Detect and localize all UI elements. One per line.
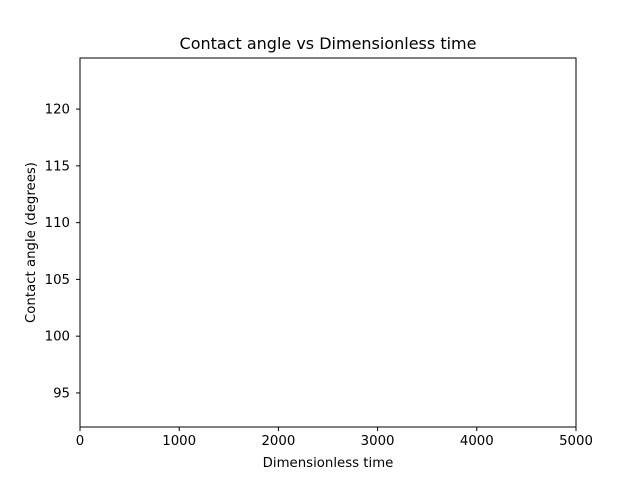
- x-axis: 0 1000 2000 3000 4000 5000: [76, 427, 593, 449]
- x-tick-label: 4000: [460, 434, 494, 449]
- plot-area: [79, 57, 577, 428]
- chart-title: Contact angle vs Dimensionless time: [180, 34, 477, 53]
- x-tick-label: 2000: [261, 434, 295, 449]
- axes-frame: [79, 57, 577, 428]
- y-tick-label: 115: [45, 159, 70, 174]
- y-tick-label: 100: [45, 330, 70, 345]
- y-tick-label: 110: [45, 216, 70, 231]
- y-tick-label: 105: [45, 273, 70, 288]
- y-axis-label: Contact angle (degrees): [24, 162, 39, 323]
- y-tick-label: 95: [53, 386, 70, 401]
- x-tick-label: 0: [76, 434, 84, 449]
- y-axis: 95 100 105 110 115 120: [45, 103, 80, 401]
- x-tick-label: 3000: [361, 434, 395, 449]
- y-tick-label: 120: [45, 103, 70, 118]
- x-axis-label: Dimensionless time: [263, 456, 394, 471]
- x-tick-label: 5000: [559, 434, 593, 449]
- x-tick-label: 1000: [162, 434, 196, 449]
